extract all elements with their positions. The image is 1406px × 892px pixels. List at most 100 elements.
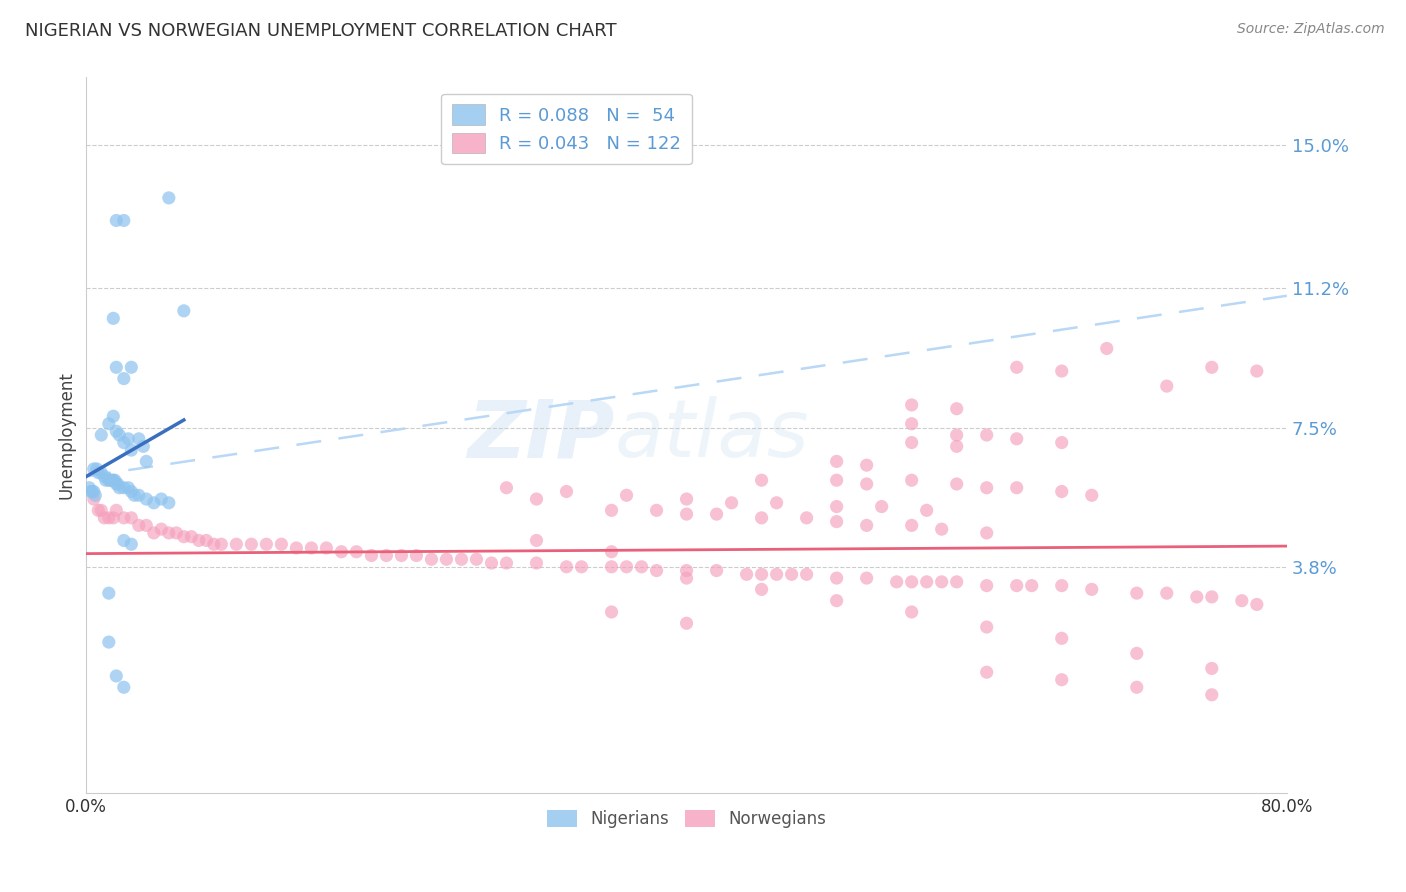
Text: Source: ZipAtlas.com: Source: ZipAtlas.com xyxy=(1237,22,1385,37)
Nigerians xyxy=(94,473,117,487)
Norwegians xyxy=(375,549,398,563)
Norwegians xyxy=(135,518,157,533)
Norwegians xyxy=(285,541,308,555)
Nigerians xyxy=(142,496,165,510)
Norwegians xyxy=(1126,586,1149,600)
Norwegians xyxy=(855,571,877,585)
Norwegians xyxy=(1050,632,1073,646)
Norwegians xyxy=(225,537,247,551)
Norwegians xyxy=(976,579,998,593)
Norwegians xyxy=(900,435,922,450)
Norwegians xyxy=(931,522,953,536)
Norwegians xyxy=(1005,360,1028,375)
Nigerians xyxy=(105,213,128,227)
Norwegians xyxy=(900,398,922,412)
Norwegians xyxy=(180,530,202,544)
Norwegians xyxy=(976,481,998,495)
Norwegians xyxy=(945,439,967,453)
Norwegians xyxy=(270,537,292,551)
Norwegians xyxy=(645,503,668,517)
Nigerians xyxy=(97,417,120,431)
Nigerians xyxy=(107,477,129,491)
Norwegians xyxy=(915,503,938,517)
Norwegians xyxy=(254,537,277,551)
Nigerians xyxy=(124,488,146,502)
Nigerians xyxy=(104,473,127,487)
Norwegians xyxy=(202,537,225,551)
Norwegians xyxy=(600,503,623,517)
Norwegians xyxy=(1201,360,1223,375)
Nigerians xyxy=(120,360,142,375)
Norwegians xyxy=(120,511,142,525)
Nigerians xyxy=(80,484,103,499)
Norwegians xyxy=(495,556,517,570)
Norwegians xyxy=(900,518,922,533)
Nigerians xyxy=(97,586,120,600)
Norwegians xyxy=(900,473,922,487)
Norwegians xyxy=(645,564,668,578)
Norwegians xyxy=(165,525,187,540)
Norwegians xyxy=(765,567,787,582)
Nigerians xyxy=(112,213,135,227)
Norwegians xyxy=(391,549,413,563)
Nigerians xyxy=(90,466,112,480)
Norwegians xyxy=(735,567,758,582)
Norwegians xyxy=(765,496,787,510)
Norwegians xyxy=(315,541,337,555)
Text: NIGERIAN VS NORWEGIAN UNEMPLOYMENT CORRELATION CHART: NIGERIAN VS NORWEGIAN UNEMPLOYMENT CORRE… xyxy=(25,22,617,40)
Nigerians xyxy=(83,484,105,499)
Norwegians xyxy=(825,515,848,529)
Nigerians xyxy=(112,680,135,694)
Norwegians xyxy=(112,511,135,525)
Norwegians xyxy=(751,511,773,525)
Norwegians xyxy=(630,559,652,574)
Norwegians xyxy=(1201,688,1223,702)
Nigerians xyxy=(157,191,180,205)
Norwegians xyxy=(1246,364,1268,378)
Norwegians xyxy=(299,541,322,555)
Norwegians xyxy=(976,665,998,680)
Nigerians xyxy=(84,488,107,502)
Norwegians xyxy=(900,605,922,619)
Norwegians xyxy=(1050,435,1073,450)
Norwegians xyxy=(855,518,877,533)
Norwegians xyxy=(93,511,115,525)
Norwegians xyxy=(344,545,367,559)
Nigerians xyxy=(108,428,131,442)
Norwegians xyxy=(675,571,697,585)
Norwegians xyxy=(1080,488,1102,502)
Nigerians xyxy=(83,462,105,476)
Nigerians xyxy=(105,477,128,491)
Norwegians xyxy=(420,552,443,566)
Norwegians xyxy=(931,574,953,589)
Norwegians xyxy=(495,481,517,495)
Norwegians xyxy=(1005,579,1028,593)
Norwegians xyxy=(976,525,998,540)
Norwegians xyxy=(1156,586,1178,600)
Norwegians xyxy=(900,574,922,589)
Norwegians xyxy=(780,567,803,582)
Norwegians xyxy=(128,518,150,533)
Nigerians xyxy=(120,484,142,499)
Norwegians xyxy=(187,533,209,548)
Nigerians xyxy=(132,439,155,453)
Nigerians xyxy=(112,435,135,450)
Norwegians xyxy=(405,549,427,563)
Norwegians xyxy=(105,503,128,517)
Norwegians xyxy=(555,559,578,574)
Norwegians xyxy=(195,533,218,548)
Norwegians xyxy=(1201,590,1223,604)
Norwegians xyxy=(825,593,848,607)
Nigerians xyxy=(87,466,110,480)
Norwegians xyxy=(945,477,967,491)
Norwegians xyxy=(1126,646,1149,660)
Norwegians xyxy=(1126,680,1149,694)
Norwegians xyxy=(706,564,728,578)
Norwegians xyxy=(600,559,623,574)
Norwegians xyxy=(945,428,967,442)
Norwegians xyxy=(675,564,697,578)
Nigerians xyxy=(103,473,125,487)
Norwegians xyxy=(1005,432,1028,446)
Norwegians xyxy=(616,488,638,502)
Norwegians xyxy=(103,511,125,525)
